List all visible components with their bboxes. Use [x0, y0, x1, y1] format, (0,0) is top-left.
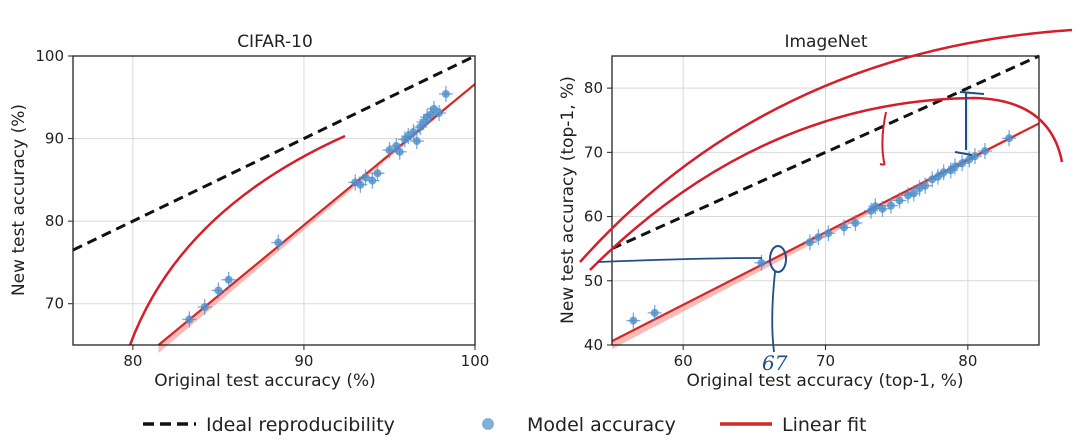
- data-point: [837, 219, 852, 236]
- legend-fit-label: Linear fit: [782, 414, 867, 436]
- x-tick-label: 100: [461, 352, 490, 370]
- blue-handwritten-line: [597, 257, 763, 263]
- legend-model-swatch: [482, 418, 494, 430]
- y-tick-label: 40: [584, 336, 603, 354]
- legend-ideal-label: Ideal reproducibility: [206, 414, 395, 436]
- red-handwritten-curve-upper: [579, 28, 1073, 263]
- red-handwritten-tick: [879, 111, 887, 166]
- data-point: [392, 143, 407, 160]
- legend: Ideal reproducibility Model accuracy Lin…: [143, 414, 867, 436]
- y-tick-label: 50: [584, 272, 603, 290]
- data-point: [409, 133, 424, 150]
- data-point: [802, 234, 817, 251]
- y-tick-label: 100: [35, 47, 64, 65]
- legend-model-label: Model accuracy: [527, 414, 676, 436]
- imagenet-grid: [612, 56, 1039, 346]
- imagenet-chart: ImageNet 60 70 80 40 50 60 70 80 Original test …: [558, 28, 1073, 391]
- data-point: [811, 229, 826, 246]
- imagenet-y-axis-label: New test accuracy (top-1, %): [558, 76, 578, 324]
- red-handwritten-curve: [128, 134, 346, 346]
- cifar10-ticks: 80 90 100 70 80 90 100: [35, 47, 489, 370]
- ideal-reproducibility-line: [72, 54, 476, 252]
- y-tick-label: 60: [584, 208, 603, 226]
- cifar10-chart-title: CIFAR-10: [237, 32, 313, 52]
- handwritten-note-67: 67: [762, 351, 788, 375]
- x-tick-label: 90: [294, 352, 313, 370]
- cifar10-plot-frame: [72, 55, 476, 346]
- data-point: [883, 197, 898, 214]
- data-point: [221, 271, 236, 288]
- y-tick-label: 90: [45, 130, 64, 148]
- data-point: [977, 143, 992, 160]
- data-point: [848, 214, 863, 231]
- cifar10-chart: CIFAR-10 80 90 100 70 80 90 100 Original test …: [9, 32, 489, 391]
- data-point: [358, 169, 373, 186]
- data-point: [182, 311, 197, 328]
- data-point: [432, 104, 447, 121]
- data-point: [370, 165, 385, 182]
- imagenet-points: [626, 130, 1017, 329]
- cifar10-ideal-line: [72, 54, 476, 252]
- x-tick-label: 80: [123, 352, 142, 370]
- x-tick-label: 80: [958, 352, 977, 370]
- imagenet-chart-title: ImageNet: [784, 32, 867, 52]
- cifar10-grid: [73, 55, 476, 345]
- blue-handwritten-circle: [769, 245, 787, 273]
- data-point: [955, 155, 970, 172]
- data-point: [438, 85, 453, 102]
- imagenet-handwriting: 67: [579, 28, 1073, 375]
- ideal-reproducibility-line: [611, 54, 1040, 251]
- imagenet-ticks: 60 70 80 40 50 60 70 80: [584, 79, 977, 370]
- cifar10-handwriting: [128, 134, 346, 346]
- data-point: [626, 312, 641, 329]
- red-handwritten-arc: [589, 96, 1064, 271]
- cifar10-y-axis-label: New test accuracy (%): [9, 104, 29, 296]
- y-tick-label: 80: [584, 79, 603, 97]
- data-point: [875, 200, 890, 217]
- data-point: [382, 142, 397, 159]
- data-point: [197, 299, 212, 316]
- imagenet-plot-frame: [611, 55, 1040, 346]
- x-tick-label: 60: [674, 352, 693, 370]
- blue-handwritten-drop-line: [771, 271, 776, 353]
- data-point: [948, 158, 963, 175]
- data-point: [892, 192, 907, 209]
- cifar10-points: [182, 85, 453, 328]
- imagenet-ideal-line: [611, 54, 1040, 251]
- data-point: [918, 177, 933, 194]
- data-point: [1002, 130, 1017, 147]
- y-tick-label: 80: [45, 212, 64, 230]
- data-point: [647, 304, 662, 321]
- imagenet-x-axis-label: Original test accuracy (top-1, %): [686, 371, 963, 391]
- y-tick-label: 70: [584, 143, 603, 161]
- data-point: [271, 234, 286, 251]
- data-point: [967, 148, 982, 165]
- blue-handwritten-bracket: [954, 91, 985, 156]
- cifar10-x-axis-label: Original test accuracy (%): [154, 371, 376, 391]
- data-point: [211, 282, 226, 299]
- y-tick-label: 70: [45, 295, 64, 313]
- x-tick-label: 70: [816, 352, 835, 370]
- data-point: [821, 225, 836, 242]
- data-point: [930, 168, 945, 185]
